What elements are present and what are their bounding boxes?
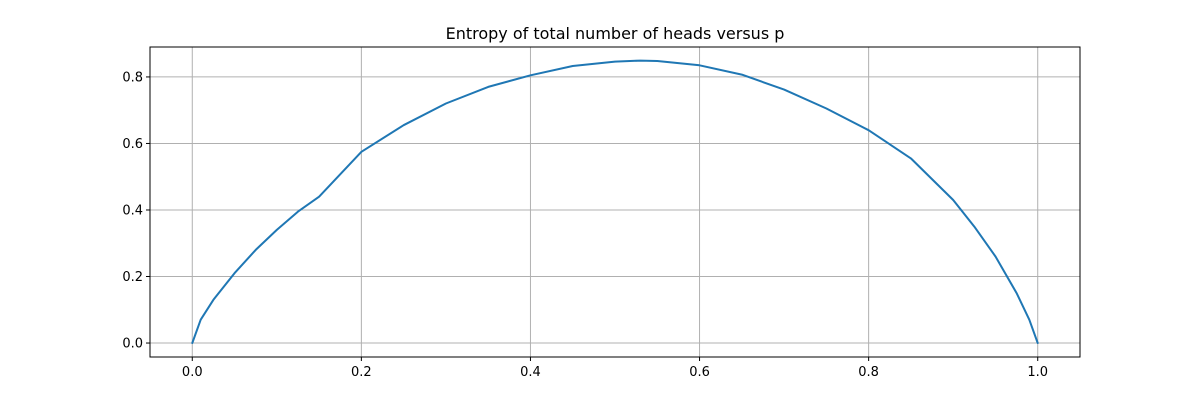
- y-tick-label: 0.8: [122, 70, 143, 85]
- x-tick-label: 0.4: [520, 365, 541, 380]
- y-tick-label: 0.0: [122, 337, 143, 352]
- y-tick-label: 0.4: [122, 203, 143, 218]
- y-tick-label: 0.2: [122, 270, 143, 285]
- y-tick-label: 0.6: [122, 137, 143, 152]
- x-tick-label: 0.0: [182, 365, 203, 380]
- x-tick-label: 0.8: [858, 365, 879, 380]
- series-line: [191, 59, 1039, 344]
- ticks: 0.0 0.2 0.4 0.6 0.8 1.0 0.0 0.2 0.4 0.6 0.8: [122, 70, 1048, 380]
- x-tick-label: 0.2: [351, 365, 372, 380]
- chart-title: Entropy of total number of heads versus …: [446, 24, 785, 43]
- series-layer: [191, 59, 1039, 344]
- x-tick-label: 1.0: [1027, 365, 1048, 380]
- x-tick-label: 0.6: [689, 365, 710, 380]
- grid: [150, 47, 1080, 357]
- plot-frame: [149, 46, 1081, 358]
